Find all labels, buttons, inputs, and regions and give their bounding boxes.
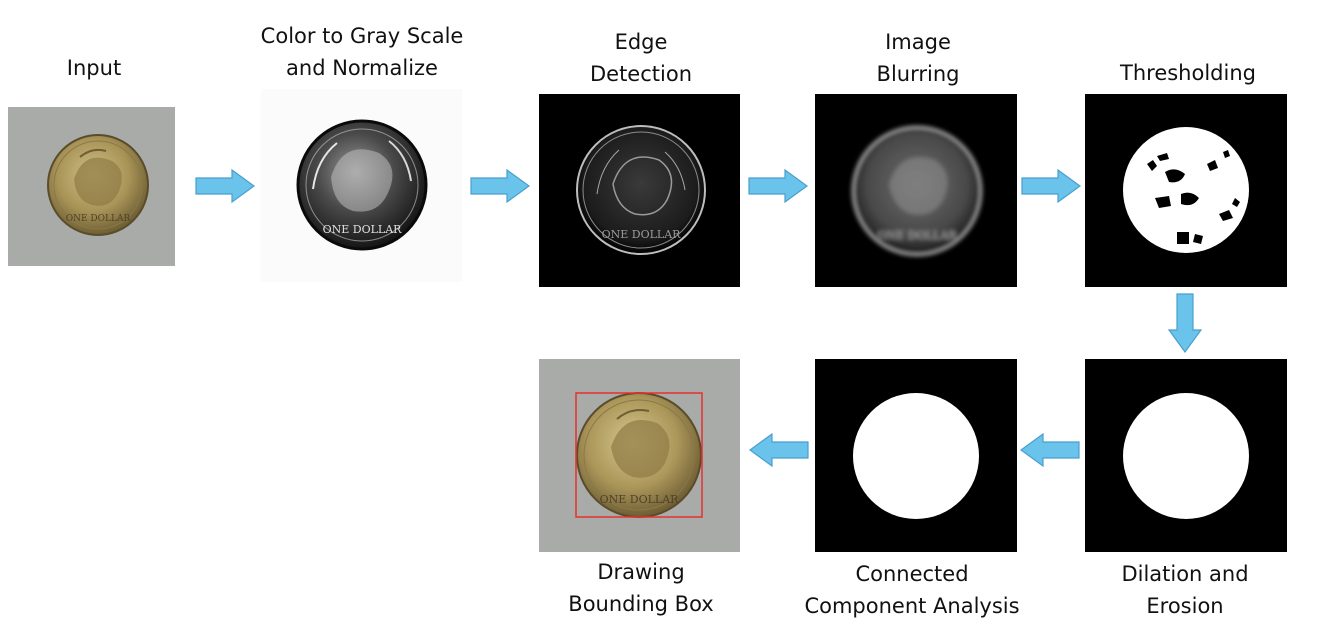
- arrow-right-icon: [1021, 169, 1081, 203]
- arrow-cca-to-bbox: [749, 433, 809, 467]
- arrow-dilate-to-cca: [1020, 433, 1080, 467]
- arrow-edge-to-blur: [748, 169, 808, 203]
- coin-text: ONE DOLLAR: [323, 223, 403, 236]
- label-cca: Connected Component Analysis: [804, 558, 1019, 622]
- arrow-down-icon: [1168, 293, 1202, 353]
- coin-cca-image: [815, 359, 1017, 552]
- panel-blur: ONE DOLLAR: [815, 94, 1017, 287]
- panel-bbox: ONE DOLLAR: [539, 359, 740, 552]
- coin-text: ONE DOLLAR: [600, 493, 680, 506]
- label-bbox: Drawing Bounding Box: [568, 556, 713, 620]
- arrow-left-icon: [749, 433, 809, 467]
- label-input: Input: [67, 52, 121, 84]
- label-gray: Color to Gray Scale and Normalize: [261, 20, 464, 84]
- coin-blur-image: ONE DOLLAR: [815, 94, 1017, 287]
- coin-gray-image: ONE DOLLAR: [261, 89, 462, 282]
- label-blur: Image Blurring: [877, 26, 960, 90]
- coin-color-image: ONE DOLLAR: [8, 107, 175, 266]
- coin-dilate-image: [1085, 359, 1287, 552]
- label-edge: Edge Detection: [590, 26, 692, 90]
- coin-edge-image: ONE DOLLAR: [539, 94, 740, 287]
- coin-text: ONE DOLLAR: [878, 229, 958, 242]
- label-thresh: Thresholding: [1120, 57, 1256, 89]
- arrow-left-icon: [1020, 433, 1080, 467]
- arrow-right-icon: [470, 169, 530, 203]
- arrow-thresh-to-dilate: [1168, 293, 1202, 353]
- coin-bbox-image: ONE DOLLAR: [539, 359, 740, 552]
- label-dilate: Dilation and Erosion: [1121, 558, 1248, 622]
- panel-edge: ONE DOLLAR: [539, 94, 740, 287]
- coin-threshold-image: [1085, 94, 1287, 287]
- panel-dilate: [1085, 359, 1287, 552]
- panel-gray: ONE DOLLAR: [261, 89, 462, 282]
- panel-input: ONE DOLLAR: [8, 107, 175, 266]
- panel-thresh: [1085, 94, 1287, 287]
- arrow-gray-to-edge: [470, 169, 530, 203]
- panel-cca: [815, 359, 1017, 552]
- arrow-right-icon: [748, 169, 808, 203]
- arrow-input-to-gray: [195, 169, 255, 203]
- arrow-right-icon: [195, 169, 255, 203]
- coin-text: ONE DOLLAR: [66, 214, 131, 224]
- coin-text: ONE DOLLAR: [602, 228, 682, 241]
- arrow-blur-to-thresh: [1021, 169, 1081, 203]
